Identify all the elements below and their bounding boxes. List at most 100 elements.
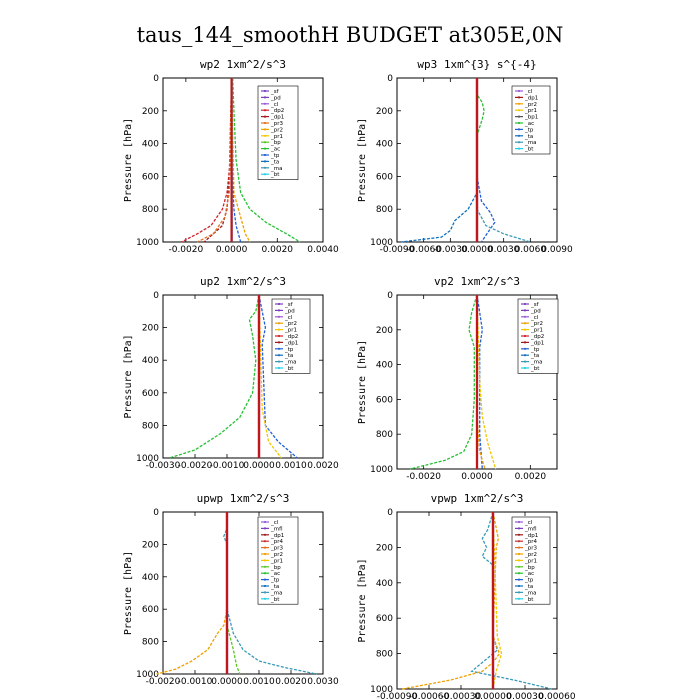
legend-marker bbox=[263, 565, 267, 568]
legend: _cl_mfl_dp1_pr4_pr3_pr2_pr1_bp_ac_tp_ta_… bbox=[511, 516, 551, 605]
x-tick-label: 0.0010 bbox=[275, 461, 307, 471]
y-tick-label: 400 bbox=[142, 573, 159, 583]
legend-entry: _dp1 bbox=[284, 340, 298, 346]
legend-entry: _ta bbox=[270, 159, 279, 165]
y-tick-label: 0 bbox=[153, 74, 159, 84]
x-tick-label: -0.0020 bbox=[146, 677, 181, 687]
x-tick-label: 0.0020 bbox=[515, 472, 547, 482]
panel-title: vp2 1xm^2/s^3 bbox=[434, 275, 520, 288]
y-tick-label: 400 bbox=[142, 356, 159, 366]
legend-marker bbox=[517, 109, 521, 112]
legend-entry: _bt bbox=[284, 366, 294, 372]
plot-frame bbox=[162, 77, 324, 243]
legend-marker bbox=[263, 153, 267, 157]
legend-entry: _dp2 bbox=[530, 334, 544, 340]
legend-entry: _bp bbox=[270, 140, 281, 146]
legend-marker bbox=[263, 121, 267, 125]
y-tick-label: 200 bbox=[376, 326, 393, 336]
x-tick-label: -0.0030 bbox=[146, 461, 181, 471]
legend-entry: _dp2 bbox=[270, 108, 284, 114]
legend-marker bbox=[263, 578, 267, 581]
y-tick-label: 1000 bbox=[136, 454, 159, 464]
legend-entry: _tp bbox=[524, 578, 534, 584]
x-tick-label: -0.0030 bbox=[433, 245, 468, 255]
legend-entry: _pd bbox=[270, 95, 281, 101]
legend-marker bbox=[523, 347, 527, 350]
panel-title: wp2 1xm^2/s^3 bbox=[200, 58, 286, 71]
series-line-ta bbox=[401, 78, 478, 243]
legend-entry: _bt bbox=[524, 597, 534, 603]
y-axis-label: Pressure [hPa] bbox=[123, 551, 134, 635]
legend-entry: _ta bbox=[270, 584, 279, 590]
legend-marker bbox=[263, 160, 267, 163]
legend-marker bbox=[517, 134, 521, 137]
legend-entry: _dp1 bbox=[270, 115, 284, 121]
y-tick-label: 400 bbox=[376, 140, 393, 150]
y-tick-label: 800 bbox=[142, 638, 159, 648]
legend-entry: _pr2 bbox=[270, 127, 283, 133]
legend-entry: _tp bbox=[530, 347, 540, 353]
chart-panel-3: up2 1xm^2/s^3 Pressure [hPa] 0 200 400 600 800… bbox=[123, 275, 339, 471]
legend-marker bbox=[517, 141, 521, 144]
series-line-pr2 bbox=[402, 511, 501, 690]
y-tick-label: 1000 bbox=[370, 465, 393, 475]
x-tick-label: 0.0090 bbox=[541, 245, 573, 255]
y-tick-label: 200 bbox=[376, 543, 393, 553]
legend-marker bbox=[263, 572, 267, 575]
legend-entry: _dp2 bbox=[284, 334, 298, 340]
y-tick-label: 600 bbox=[376, 395, 393, 405]
legend-entry: _pr1 bbox=[524, 108, 537, 114]
legend-entry: _cl bbox=[270, 102, 279, 108]
legend-entry: _ma bbox=[270, 590, 282, 596]
series-line-pr2 bbox=[156, 512, 228, 675]
legend-entry: _tp bbox=[284, 347, 294, 353]
legend-entry: _pr2 bbox=[524, 102, 537, 108]
x-tick-label: 0.0000 bbox=[461, 472, 493, 482]
legend-marker bbox=[523, 334, 527, 338]
legend-marker bbox=[263, 89, 267, 93]
legend-entry: _cl bbox=[524, 520, 533, 526]
legend-marker bbox=[517, 540, 521, 543]
series-line-pr2 bbox=[230, 77, 251, 243]
legend-entry: _pr1 bbox=[524, 558, 537, 564]
x-tick-label: -0.0060 bbox=[406, 245, 441, 255]
legend: _cl_mfl_dp1_pr4_pr3_pr2_pr1_bp_ac_tp_ta_… bbox=[257, 516, 299, 605]
legend-marker bbox=[277, 366, 281, 370]
legend-marker bbox=[263, 597, 267, 600]
y-tick-label: 600 bbox=[142, 389, 159, 399]
legend-marker bbox=[523, 360, 527, 363]
legend-entry: _cl bbox=[530, 315, 539, 321]
legend-marker bbox=[517, 584, 521, 588]
legend-marker bbox=[517, 546, 521, 549]
y-tick-label: 200 bbox=[142, 324, 159, 334]
legend-entry: _ma bbox=[530, 360, 542, 366]
series-line-bp bbox=[226, 512, 241, 675]
y-tick-label: 400 bbox=[376, 361, 393, 371]
legend-marker bbox=[517, 89, 521, 93]
series-line-ac bbox=[232, 77, 301, 243]
legend-marker bbox=[517, 520, 521, 524]
legend-marker bbox=[263, 533, 267, 536]
legend-entry: _ta bbox=[530, 353, 539, 359]
legend: _sf_pd_cl_pr2_pr1_dp2_dp1_tp_ta_ma_bt bbox=[271, 298, 311, 374]
x-tick-label: -0.0020 bbox=[178, 461, 213, 471]
legend-entry: _dp1 bbox=[524, 95, 538, 101]
x-tick-label: 0.0020 bbox=[307, 461, 339, 471]
legend-marker bbox=[263, 527, 267, 530]
legend-entry: _mfl bbox=[270, 526, 283, 532]
legend-marker bbox=[263, 552, 267, 556]
legend-marker bbox=[263, 559, 267, 562]
legend-marker bbox=[517, 591, 521, 594]
legend-entry: _dp1 bbox=[530, 340, 544, 346]
y-tick-label: 200 bbox=[142, 107, 159, 117]
legend-marker bbox=[263, 115, 267, 118]
legend-marker bbox=[263, 109, 267, 112]
legend-entry: _ac bbox=[524, 571, 534, 577]
chart-panel-1: wp2 1xm^2/s^3 Pressure [hPa] 0 200 400 600 800… bbox=[123, 58, 339, 255]
legend: _cl_dp1_pr2_pr1_bp1_ac_tp_ta_ma_bt bbox=[511, 85, 551, 155]
legend: _sf_pd_cl_dp2_dp1_pr3_pr2_pr1_bp_ac_tp_t… bbox=[257, 85, 299, 180]
y-tick-label: 0 bbox=[387, 74, 393, 84]
legend-marker bbox=[517, 565, 521, 568]
legend-entry: _pr2 bbox=[524, 552, 537, 558]
